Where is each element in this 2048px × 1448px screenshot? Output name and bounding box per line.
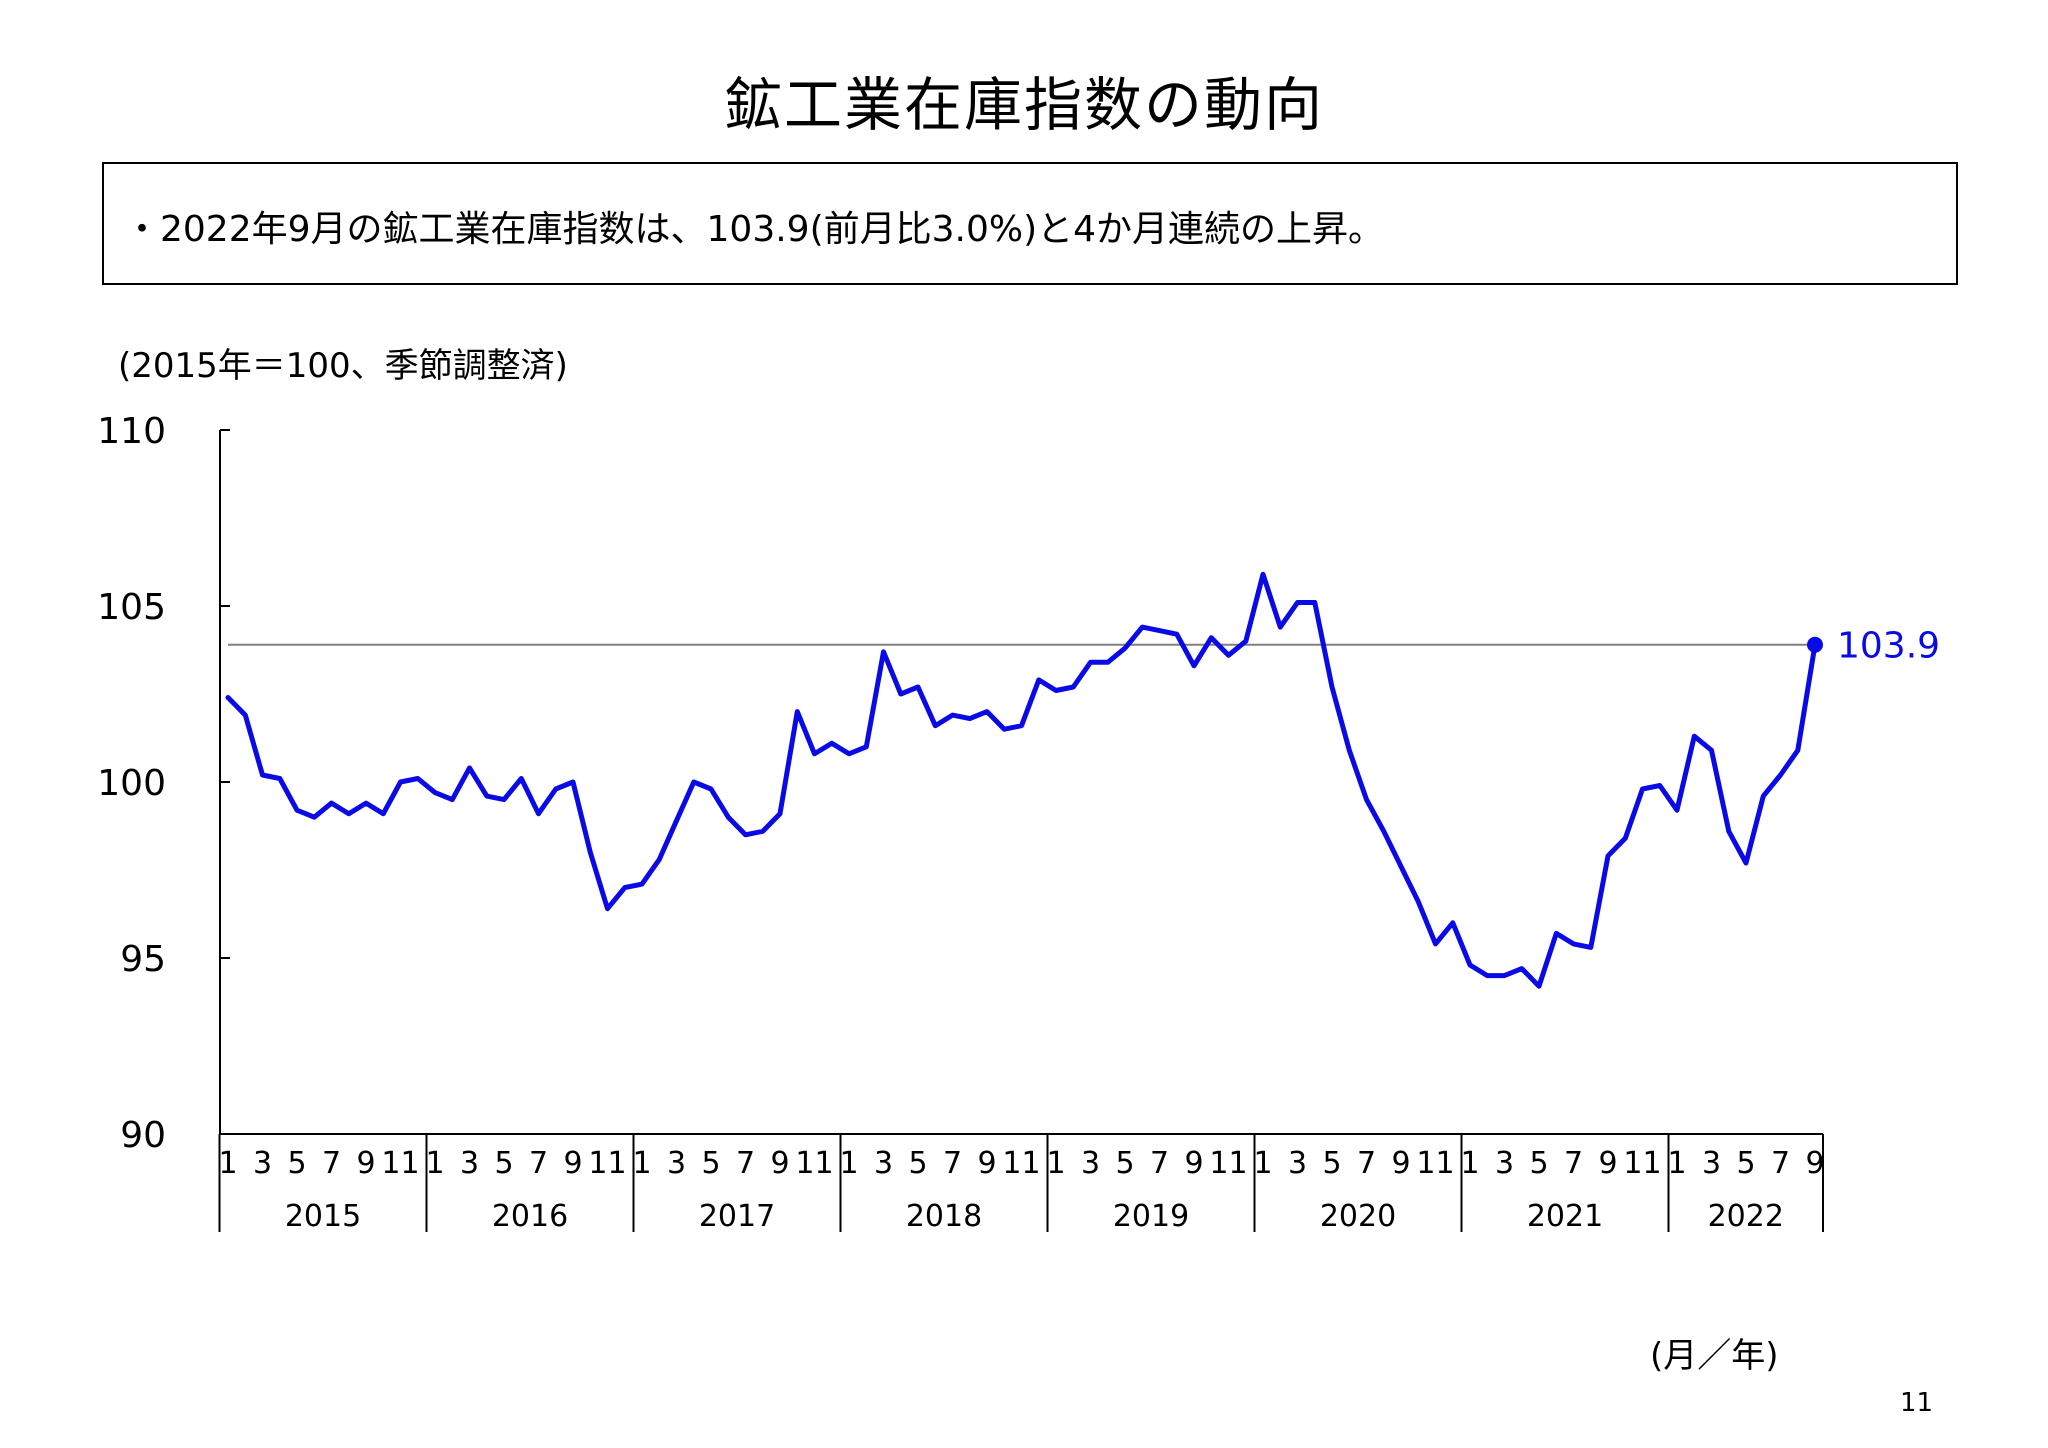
x-month-tick-label: 1 <box>1046 1146 1065 1181</box>
x-month-tick-label: 3 <box>1702 1146 1721 1181</box>
x-year-label: 2021 <box>1527 1199 1603 1234</box>
x-month-tick-label: 11 <box>1416 1146 1454 1181</box>
x-year-label: 2017 <box>699 1199 775 1234</box>
x-month-tick-label: 7 <box>1357 1146 1376 1181</box>
x-month-tick-label: 5 <box>287 1146 306 1181</box>
x-month-tick-label: 7 <box>322 1146 341 1181</box>
unit-note: (2015年＝100、季節調整済) <box>118 346 568 386</box>
x-month-tick-label: 3 <box>1288 1146 1307 1181</box>
x-month-tick-label: 5 <box>908 1146 927 1181</box>
x-month-tick-label: 1 <box>839 1146 858 1181</box>
summary-text: ・2022年9月の鉱工業在庫指数は、103.9(前月比3.0%)と4か月連続の上… <box>124 209 1385 250</box>
x-month-tick-label: 7 <box>1150 1146 1169 1181</box>
y-tick-label: 90 <box>120 1115 166 1156</box>
x-month-tick-label: 3 <box>1081 1146 1100 1181</box>
x-year-label: 2016 <box>492 1199 568 1234</box>
x-month-tick-label: 7 <box>736 1146 755 1181</box>
x-month-tick-label: 11 <box>795 1146 833 1181</box>
x-month-tick-label: 5 <box>1322 1146 1341 1181</box>
end-point-label: 103.9 <box>1837 626 1940 667</box>
x-month-tick-label: 11 <box>588 1146 626 1181</box>
x-month-tick-label: 3 <box>460 1146 479 1181</box>
x-month-tick-label: 5 <box>1529 1146 1548 1181</box>
x-month-tick-label: 3 <box>874 1146 893 1181</box>
x-month-tick-label: 9 <box>770 1146 789 1181</box>
x-month-tick-label: 3 <box>667 1146 686 1181</box>
x-month-tick-label: 7 <box>1564 1146 1583 1181</box>
x-month-tick-label: 9 <box>1805 1146 1824 1181</box>
end-point-marker <box>1807 636 1823 653</box>
x-month-tick-label: 11 <box>381 1146 419 1181</box>
x-month-tick-label: 7 <box>943 1146 962 1181</box>
x-year-label: 2015 <box>285 1199 361 1234</box>
x-month-tick-label: 1 <box>1460 1146 1479 1181</box>
y-tick-label: 110 <box>97 411 166 452</box>
x-month-tick-label: 11 <box>1623 1146 1661 1181</box>
x-axis-unit-label: (月／年) <box>1650 1336 1779 1376</box>
x-month-tick-label: 3 <box>1495 1146 1514 1181</box>
x-month-tick-label: 9 <box>1391 1146 1410 1181</box>
summary-box: ・2022年9月の鉱工業在庫指数は、103.9(前月比3.0%)と4か月連続の上… <box>102 162 1958 285</box>
x-month-tick-label: 9 <box>1598 1146 1617 1181</box>
x-month-tick-label: 3 <box>253 1146 272 1181</box>
x-month-tick-label: 1 <box>632 1146 651 1181</box>
x-year-label: 2022 <box>1708 1199 1784 1234</box>
x-month-tick-label: 7 <box>1771 1146 1790 1181</box>
x-month-tick-label: 11 <box>1209 1146 1247 1181</box>
x-month-tick-label: 9 <box>356 1146 375 1181</box>
x-month-tick-label: 1 <box>425 1146 444 1181</box>
x-month-tick-label: 5 <box>1115 1146 1134 1181</box>
x-month-tick-label: 1 <box>1253 1146 1272 1181</box>
x-month-tick-label: 5 <box>1736 1146 1755 1181</box>
x-month-tick-label: 9 <box>1184 1146 1203 1181</box>
x-month-tick-label: 9 <box>977 1146 996 1181</box>
x-month-tick-label: 1 <box>218 1146 237 1181</box>
page-number: 11 <box>1900 1388 1934 1418</box>
x-year-label: 2018 <box>906 1199 982 1234</box>
series-line <box>225 571 1818 989</box>
x-year-label: 2019 <box>1113 1199 1189 1234</box>
x-month-tick-label: 5 <box>494 1146 513 1181</box>
x-year-label: 2020 <box>1320 1199 1396 1234</box>
x-month-tick-label: 7 <box>529 1146 548 1181</box>
x-month-tick-label: 1 <box>1667 1146 1686 1181</box>
y-tick-label: 100 <box>97 763 166 804</box>
x-month-tick-label: 5 <box>701 1146 720 1181</box>
y-tick-label: 105 <box>97 587 166 628</box>
x-month-tick-label: 11 <box>1002 1146 1040 1181</box>
page-title: 鉱工業在庫指数の動向 <box>723 71 1324 139</box>
y-tick-label: 95 <box>120 939 166 980</box>
x-month-tick-label: 9 <box>563 1146 582 1181</box>
